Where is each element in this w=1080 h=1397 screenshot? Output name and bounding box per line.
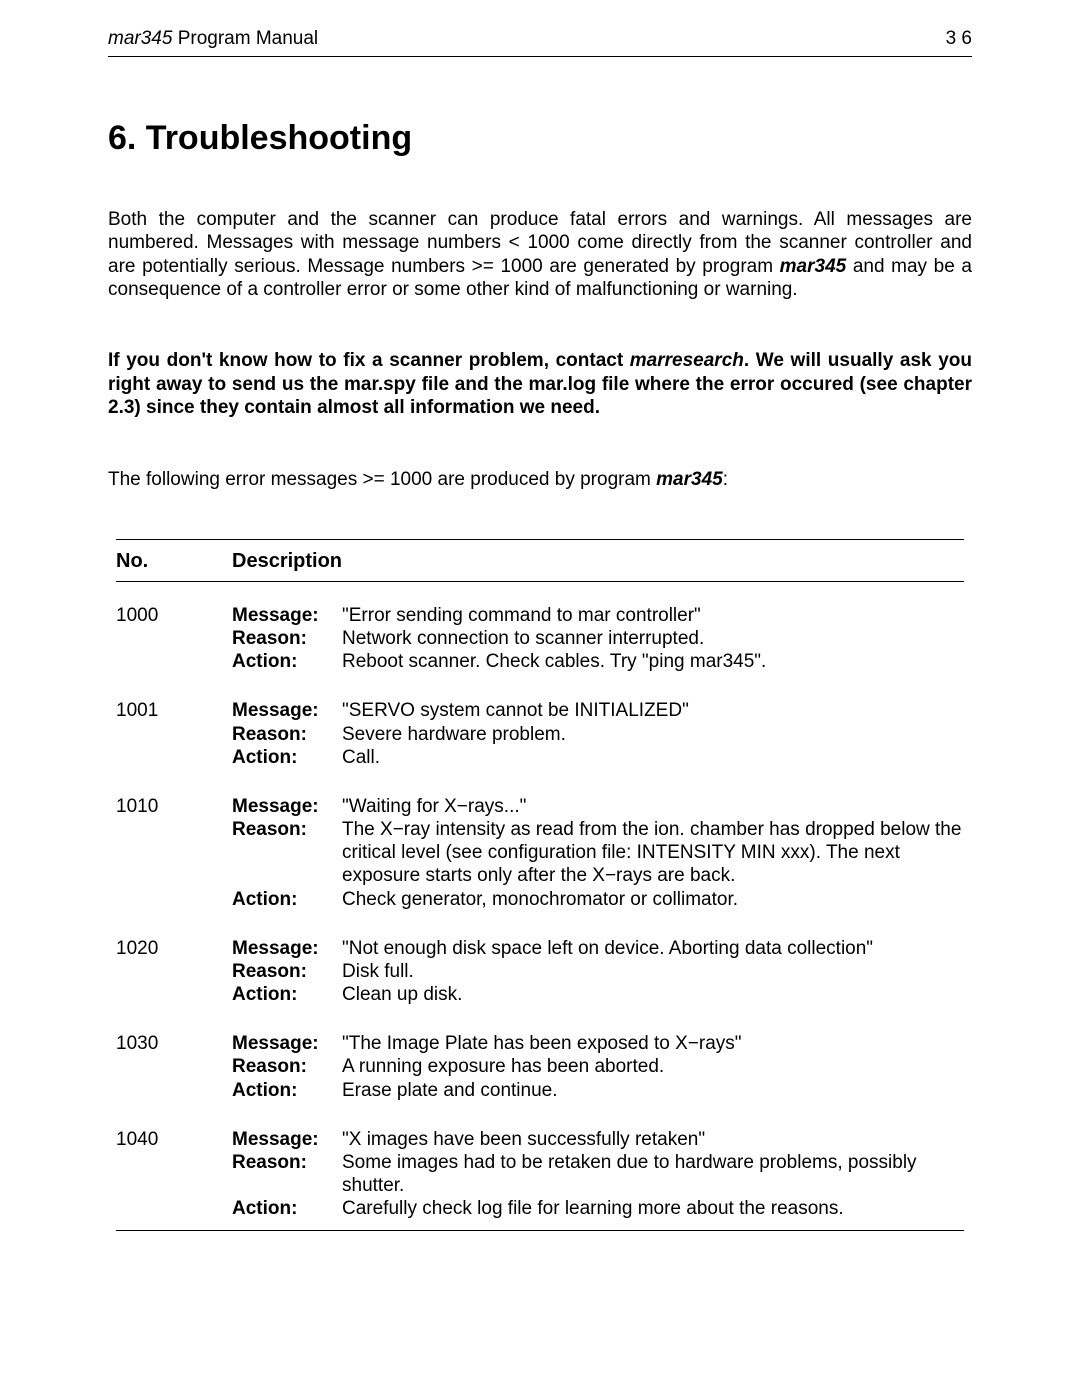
reason-label: Reason: (232, 960, 342, 983)
error-details: Message:"Error sending command to mar co… (232, 604, 964, 674)
table-row: 1040Message:"X images have been successf… (116, 1128, 964, 1221)
reason-label: Reason: (232, 723, 342, 746)
action-text: Check generator, monochromator or collim… (342, 888, 964, 911)
action-text: Erase plate and continue. (342, 1079, 964, 1102)
error-table: No. Description 1000Message:"Error sendi… (116, 539, 964, 1232)
table-row: 1010Message:"Waiting for X−rays..."Reaso… (116, 795, 964, 911)
message-label: Message: (232, 795, 342, 818)
reason-text: The X−ray intensity as read from the ion… (342, 818, 964, 888)
lead-c: : (723, 469, 728, 490)
message-label: Message: (232, 937, 342, 960)
page-header: mar345 Program Manual 3 6 (108, 28, 972, 57)
intro-paragraph: Both the computer and the scanner can pr… (108, 208, 972, 301)
table-bottom-rule (116, 1230, 964, 1231)
reason-text: Severe hardware problem. (342, 723, 964, 746)
detail-row: Message:"X images have been successfully… (232, 1128, 964, 1151)
table-row: 1020Message:"Not enough disk space left … (116, 937, 964, 1007)
reason-text: A running exposure has been aborted. (342, 1055, 964, 1078)
reason-text: Disk full. (342, 960, 964, 983)
detail-row: Reason:A running exposure has been abort… (232, 1055, 964, 1078)
header-title-italic: mar345 (108, 28, 172, 49)
lead-a: The following error messages >= 1000 are… (108, 469, 656, 490)
page-number: 3 6 (946, 28, 972, 50)
message-label: Message: (232, 1032, 342, 1055)
error-number: 1040 (116, 1128, 232, 1221)
notice-b: marresearch (630, 350, 744, 371)
reason-text: Some images had to be retaken due to har… (342, 1151, 964, 1197)
action-label: Action: (232, 1079, 342, 1102)
lead-b: mar345 (656, 469, 723, 490)
col-header-desc: Description (232, 550, 342, 573)
action-text: Call. (342, 746, 964, 769)
error-number: 1020 (116, 937, 232, 1007)
error-details: Message:"SERVO system cannot be INITIALI… (232, 699, 964, 769)
action-label: Action: (232, 746, 342, 769)
reason-label: Reason: (232, 627, 342, 650)
detail-row: Reason:The X−ray intensity as read from … (232, 818, 964, 888)
lead-paragraph: The following error messages >= 1000 are… (108, 468, 972, 491)
detail-row: Message:"Not enough disk space left on d… (232, 937, 964, 960)
col-header-no: No. (116, 550, 232, 573)
reason-label: Reason: (232, 1151, 342, 1197)
notice-a: If you don't know how to fix a scanner p… (108, 350, 630, 371)
message-text: "The Image Plate has been exposed to X−r… (342, 1032, 964, 1055)
reason-text: Network connection to scanner interrupte… (342, 627, 964, 650)
detail-row: Action:Erase plate and continue. (232, 1079, 964, 1102)
intro-text-program: mar345 (780, 256, 847, 277)
action-text: Reboot scanner. Check cables. Try "ping … (342, 650, 964, 673)
table-row: 1000Message:"Error sending command to ma… (116, 604, 964, 674)
detail-row: Reason:Network connection to scanner int… (232, 627, 964, 650)
error-details: Message:"Not enough disk space left on d… (232, 937, 964, 1007)
error-details: Message:"Waiting for X−rays..."Reason:Th… (232, 795, 964, 911)
section-heading: 6. Troubleshooting (108, 119, 972, 158)
action-label: Action: (232, 983, 342, 1006)
action-label: Action: (232, 650, 342, 673)
header-title-rest: Program Manual (172, 28, 318, 49)
action-label: Action: (232, 1197, 342, 1220)
reason-label: Reason: (232, 818, 342, 888)
reason-label: Reason: (232, 1055, 342, 1078)
detail-row: Message:"SERVO system cannot be INITIALI… (232, 699, 964, 722)
notice-paragraph: If you don't know how to fix a scanner p… (108, 349, 972, 419)
error-number: 1001 (116, 699, 232, 769)
detail-row: Message:"Waiting for X−rays..." (232, 795, 964, 818)
error-number: 1030 (116, 1032, 232, 1102)
error-number: 1000 (116, 604, 232, 674)
detail-row: Action:Call. (232, 746, 964, 769)
detail-row: Action:Check generator, monochromator or… (232, 888, 964, 911)
action-text: Clean up disk. (342, 983, 964, 1006)
table-row: 1001Message:"SERVO system cannot be INIT… (116, 699, 964, 769)
table-body: 1000Message:"Error sending command to ma… (116, 604, 964, 1221)
message-label: Message: (232, 604, 342, 627)
table-header-row: No. Description (116, 539, 964, 582)
error-details: Message:"The Image Plate has been expose… (232, 1032, 964, 1102)
message-text: "Not enough disk space left on device. A… (342, 937, 964, 960)
detail-row: Message:"Error sending command to mar co… (232, 604, 964, 627)
detail-row: Action:Reboot scanner. Check cables. Try… (232, 650, 964, 673)
detail-row: Action:Clean up disk. (232, 983, 964, 1006)
detail-row: Action:Carefully check log file for lear… (232, 1197, 964, 1220)
message-text: "Error sending command to mar controller… (342, 604, 964, 627)
error-details: Message:"X images have been successfully… (232, 1128, 964, 1221)
message-text: "X images have been successfully retaken… (342, 1128, 964, 1151)
detail-row: Message:"The Image Plate has been expose… (232, 1032, 964, 1055)
error-number: 1010 (116, 795, 232, 911)
message-text: "Waiting for X−rays..." (342, 795, 964, 818)
detail-row: Reason:Severe hardware problem. (232, 723, 964, 746)
detail-row: Reason:Disk full. (232, 960, 964, 983)
table-row: 1030Message:"The Image Plate has been ex… (116, 1032, 964, 1102)
message-label: Message: (232, 699, 342, 722)
action-label: Action: (232, 888, 342, 911)
message-label: Message: (232, 1128, 342, 1151)
action-text: Carefully check log file for learning mo… (342, 1197, 964, 1220)
header-title: mar345 Program Manual (108, 28, 318, 50)
detail-row: Reason:Some images had to be retaken due… (232, 1151, 964, 1197)
message-text: "SERVO system cannot be INITIALIZED" (342, 699, 964, 722)
